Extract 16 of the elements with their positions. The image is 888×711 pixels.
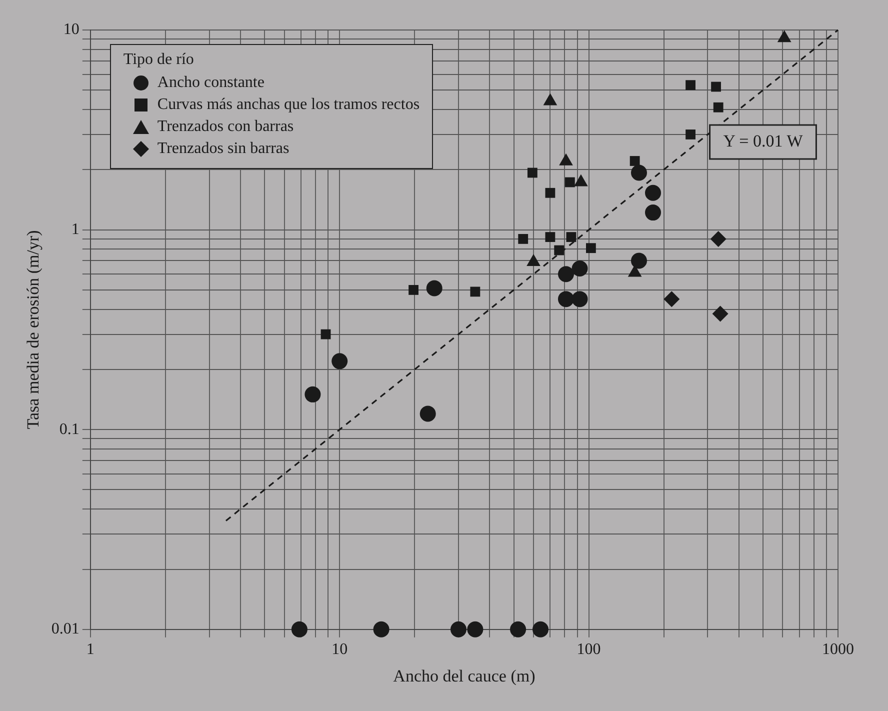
y-tick-label: 1 xyxy=(71,221,80,238)
legend-label: Curvas más anchas que los tramos rectos xyxy=(157,96,420,114)
annotation: Y = 0.01 W xyxy=(723,131,804,150)
x-tick-label: 1 xyxy=(86,641,94,658)
y-axis-title: Tasa media de erosión (m/yr) xyxy=(24,230,43,430)
y-tick-label: 0.1 xyxy=(59,420,80,438)
x-tick-label: 10 xyxy=(332,641,348,658)
y-tick-label: 0.01 xyxy=(51,620,80,638)
legend-label: Trenzados con barras xyxy=(157,118,294,136)
y-tick-label: 10 xyxy=(63,21,80,38)
x-tick-label: 100 xyxy=(576,641,601,658)
legend-label: Trenzados sin barras xyxy=(157,140,290,158)
legend-title: Tipo de río xyxy=(123,51,195,69)
x-tick-label: 1000 xyxy=(822,641,854,658)
legend-label: Ancho constante xyxy=(157,74,264,92)
x-axis-title: Ancho del cauce (m) xyxy=(393,666,536,686)
